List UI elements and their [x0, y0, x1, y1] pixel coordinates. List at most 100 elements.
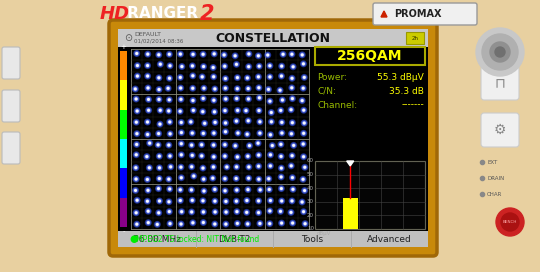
Circle shape [190, 188, 193, 191]
Circle shape [169, 165, 172, 168]
Text: 35.3 dB: 35.3 dB [389, 86, 424, 95]
Bar [120, 139, 127, 168]
Circle shape [256, 176, 261, 182]
Text: DVB-T2: DVB-T2 [218, 234, 251, 243]
Bar [120, 168, 127, 198]
Circle shape [202, 65, 205, 68]
Circle shape [202, 222, 204, 223]
Circle shape [167, 109, 170, 112]
Circle shape [202, 98, 204, 99]
Circle shape [246, 175, 252, 181]
Circle shape [257, 211, 260, 214]
Circle shape [268, 163, 273, 169]
Circle shape [224, 87, 227, 90]
Circle shape [224, 97, 227, 100]
Circle shape [246, 64, 252, 69]
Circle shape [200, 209, 206, 215]
Circle shape [280, 211, 281, 212]
Circle shape [225, 200, 227, 202]
Circle shape [291, 143, 296, 148]
Circle shape [191, 144, 192, 146]
Circle shape [255, 53, 261, 58]
Circle shape [303, 77, 305, 78]
Circle shape [247, 189, 249, 190]
Circle shape [179, 120, 184, 125]
Circle shape [168, 144, 170, 146]
Circle shape [145, 187, 151, 193]
Circle shape [222, 188, 228, 194]
Circle shape [213, 52, 215, 55]
Circle shape [476, 28, 524, 76]
Circle shape [147, 210, 150, 213]
Polygon shape [347, 161, 354, 166]
Circle shape [305, 223, 306, 224]
Circle shape [192, 99, 194, 102]
Circle shape [235, 200, 238, 203]
Circle shape [144, 154, 150, 159]
Circle shape [147, 53, 149, 55]
Circle shape [224, 177, 226, 180]
Circle shape [134, 221, 140, 227]
Circle shape [168, 64, 172, 67]
Circle shape [147, 221, 150, 224]
Circle shape [280, 222, 283, 225]
Circle shape [189, 164, 194, 169]
Circle shape [158, 61, 163, 67]
Circle shape [191, 74, 194, 77]
Circle shape [234, 118, 239, 124]
Bar [120, 110, 127, 139]
Circle shape [259, 97, 260, 98]
Circle shape [300, 85, 306, 91]
Circle shape [168, 188, 171, 191]
Bar [118, 231, 428, 247]
Circle shape [213, 132, 215, 134]
Circle shape [234, 187, 240, 193]
Circle shape [158, 99, 160, 100]
Circle shape [158, 166, 161, 169]
Circle shape [214, 189, 215, 190]
Circle shape [202, 120, 207, 126]
Circle shape [304, 190, 306, 191]
Circle shape [214, 200, 215, 202]
Circle shape [235, 200, 237, 202]
Circle shape [159, 63, 161, 65]
Circle shape [303, 166, 306, 169]
Circle shape [145, 132, 150, 137]
Circle shape [166, 108, 172, 114]
Circle shape [236, 98, 238, 99]
Circle shape [214, 121, 217, 124]
Circle shape [158, 54, 159, 55]
Circle shape [291, 154, 294, 157]
Circle shape [157, 198, 163, 204]
Circle shape [291, 77, 294, 80]
Bar [315, 161, 425, 229]
Circle shape [158, 155, 161, 158]
Circle shape [224, 77, 227, 80]
Circle shape [237, 88, 238, 89]
Circle shape [279, 89, 281, 92]
Circle shape [292, 144, 295, 147]
Circle shape [233, 143, 238, 149]
Circle shape [190, 130, 195, 136]
Circle shape [236, 87, 239, 90]
Circle shape [235, 130, 241, 136]
Circle shape [280, 97, 285, 103]
Circle shape [180, 153, 183, 156]
Circle shape [200, 220, 206, 225]
Text: 10: 10 [307, 227, 314, 231]
Circle shape [179, 209, 185, 215]
Circle shape [292, 222, 293, 224]
Circle shape [223, 65, 226, 68]
Circle shape [247, 177, 250, 180]
Text: C/N:: C/N: [317, 86, 336, 95]
Circle shape [282, 54, 284, 55]
Circle shape [213, 100, 215, 101]
Circle shape [249, 145, 250, 146]
Circle shape [495, 47, 505, 57]
Circle shape [191, 166, 192, 168]
Circle shape [169, 121, 171, 123]
Circle shape [147, 75, 149, 77]
Circle shape [190, 121, 192, 123]
Circle shape [237, 132, 239, 135]
Circle shape [246, 76, 249, 79]
